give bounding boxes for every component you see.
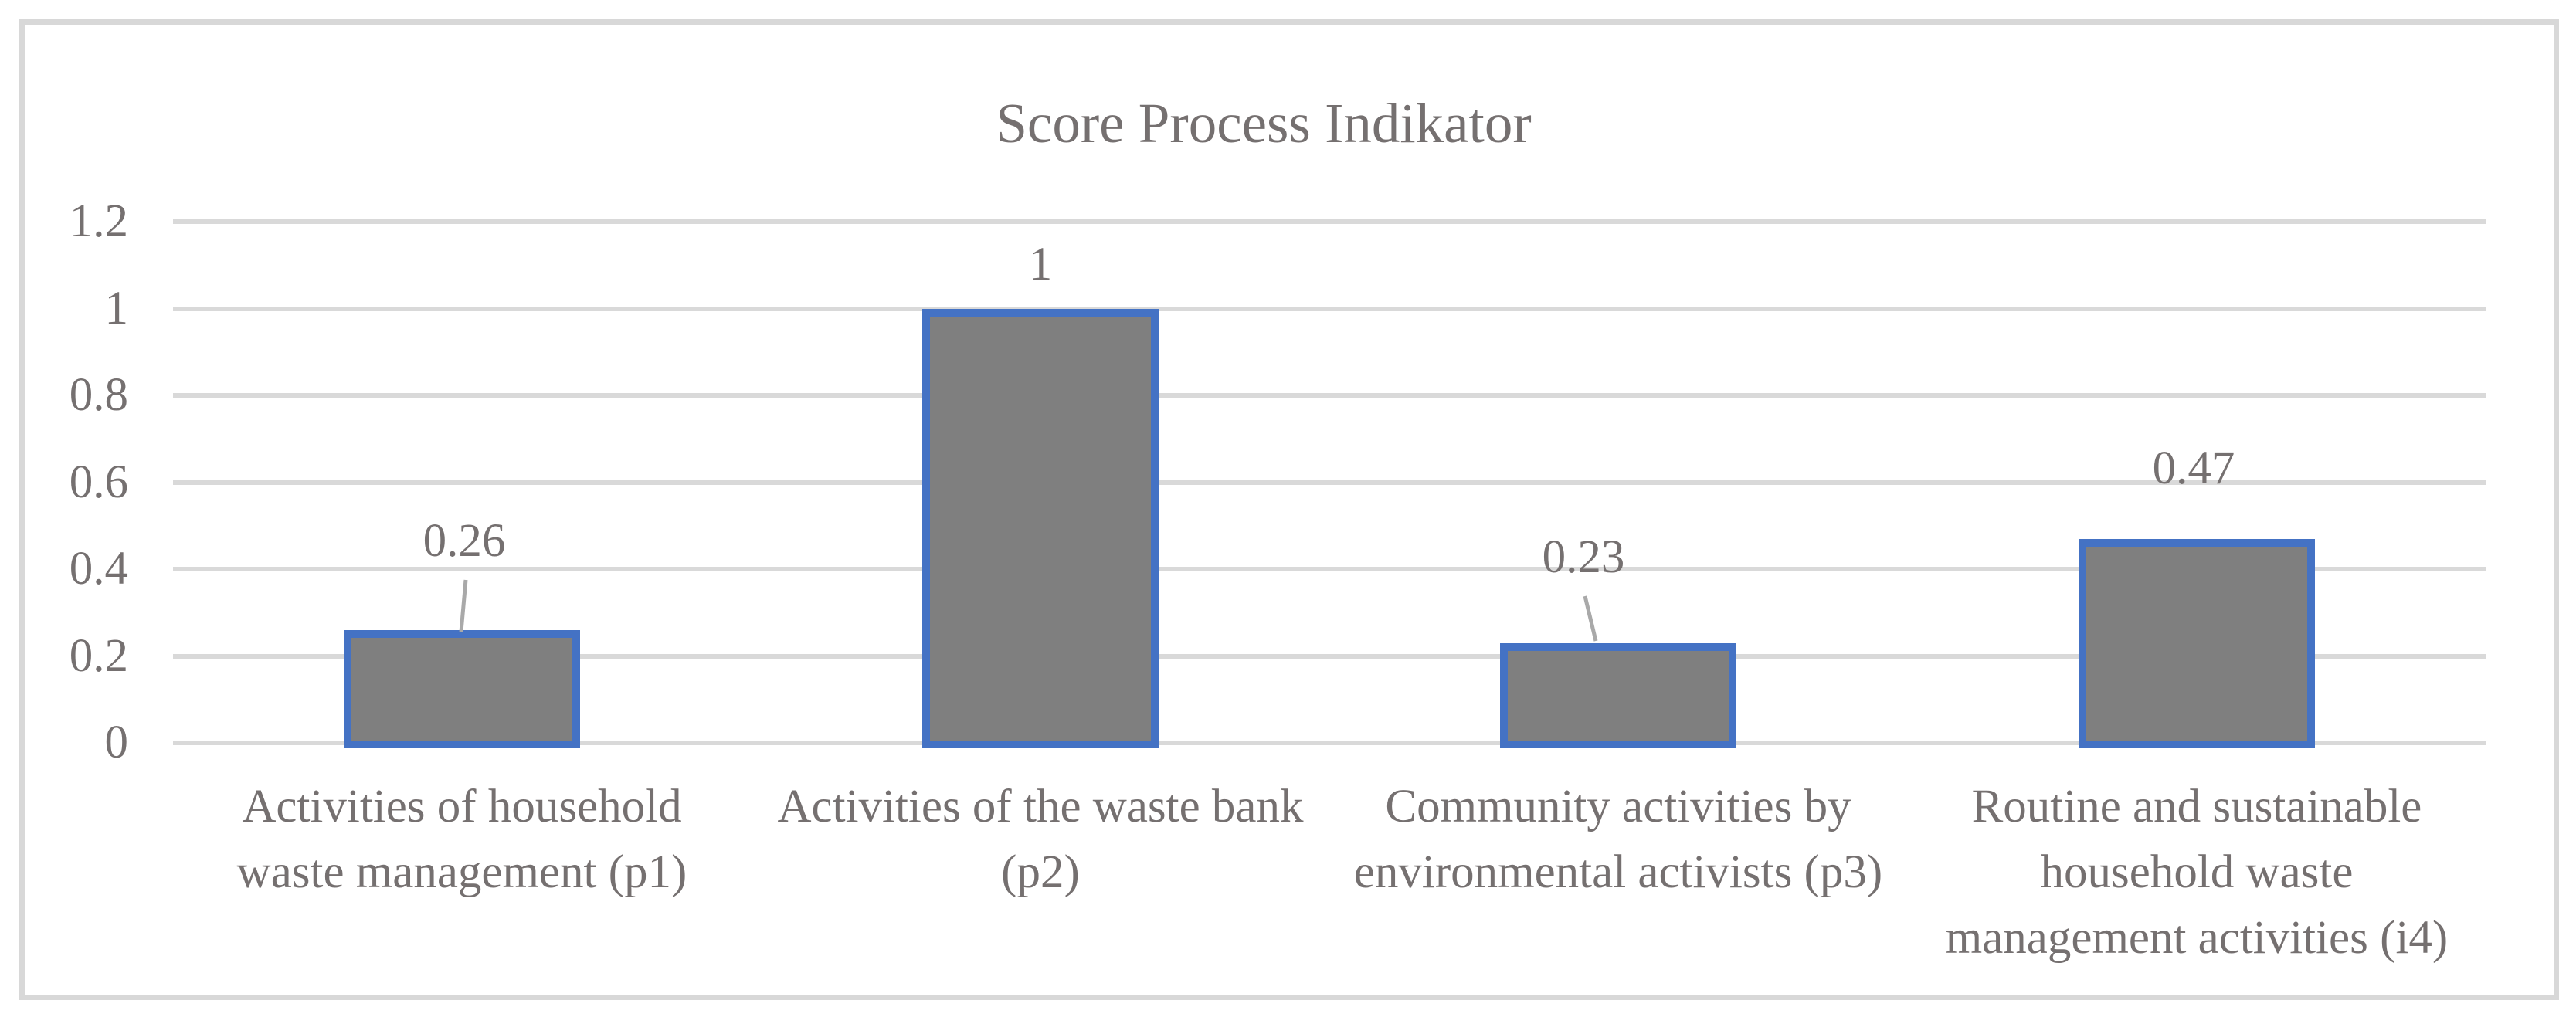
gridline — [173, 393, 2486, 398]
x-axis-category-label-line: household waste — [2040, 846, 2354, 898]
y-axis-tick-label: 0 — [104, 717, 129, 768]
x-axis-category-label-line: waste management (p1) — [236, 846, 687, 898]
bar — [922, 308, 1159, 748]
gridline — [173, 567, 2486, 571]
x-axis-category-label-line: Community activities by — [1385, 781, 1851, 832]
bar-value-label: 0.26 — [423, 515, 506, 567]
x-axis-category-label-line: environmental activists (p3) — [1353, 846, 1883, 898]
bar — [1500, 642, 1736, 748]
y-axis-tick-label: 0.8 — [69, 369, 128, 421]
x-axis-category-label-line: Activities of the waste bank — [777, 781, 1304, 832]
x-axis-category-label: Routine and sustainable household waste ma… — [1903, 774, 2490, 971]
bar — [344, 629, 580, 748]
bar — [2079, 538, 2315, 748]
x-axis-category-label-line: (p2) — [1001, 846, 1080, 898]
gridline — [173, 219, 2486, 224]
x-axis-category-label: Activities of the waste bank (p2) — [747, 774, 1334, 905]
gridline — [173, 306, 2486, 311]
bar-value-label: 0.23 — [1542, 531, 1625, 583]
gridline — [173, 480, 2486, 485]
chart-title: Score Process Indikator — [996, 92, 1532, 154]
y-axis-tick-label: 0.2 — [69, 629, 128, 682]
y-axis-tick-label: 1 — [104, 282, 129, 334]
x-axis-category-label: Activities of household waste management … — [168, 774, 755, 905]
chart-frame: Score Process Indikator — [19, 19, 2559, 1000]
x-axis-category-label-line: Activities of household — [242, 781, 682, 832]
bar-value-label: 1 — [1028, 239, 1053, 290]
y-axis-tick-label: 1.2 — [69, 195, 128, 247]
gridline — [173, 741, 2486, 745]
x-axis-category-label-line: management activities (i4) — [1945, 912, 2449, 964]
bar-value-label: 0.47 — [2152, 442, 2235, 494]
y-axis-tick-label: 0.4 — [69, 543, 128, 595]
y-axis-tick-label: 0.6 — [69, 456, 128, 508]
x-axis-category-label: Community activities by environmental act… — [1325, 774, 1912, 905]
x-axis-category-label-line: Routine and sustainable — [1971, 781, 2422, 832]
gridline — [173, 653, 2486, 659]
